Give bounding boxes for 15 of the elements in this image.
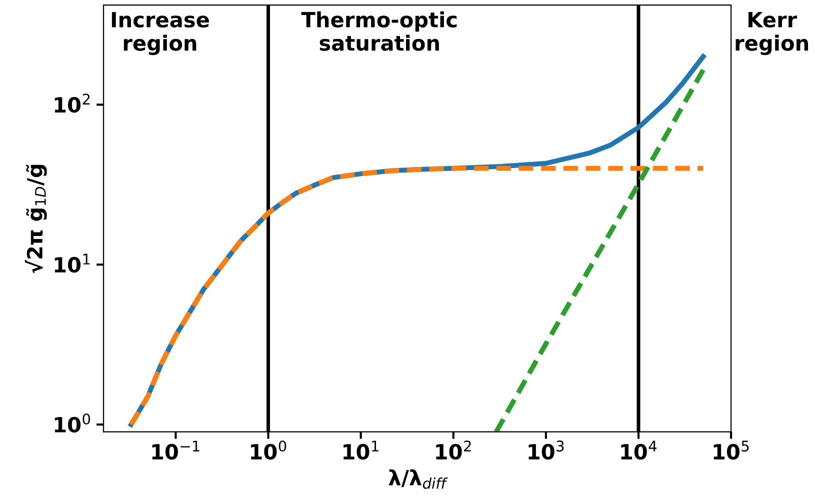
annotation: Thermo-optic saturation: [301, 11, 457, 51]
y-tick-label: 10$^{1}$: [54, 254, 90, 273]
y-axis-title: √2π g̃$_{1D}$/g̃: [24, 164, 47, 274]
x-axis-title: λ/λ$_{diff}$: [388, 469, 448, 489]
x-tick-label: 10$^{5}$: [714, 440, 749, 460]
x-tick-label: 10$^{0}$: [251, 440, 286, 460]
text: Kerr region: [736, 12, 808, 56]
x-tick-label: 10$^{3}$: [528, 440, 564, 460]
x-tick-label: 10$^{2}$: [436, 440, 471, 460]
y-tick-label: 10$^{2}$: [54, 94, 90, 113]
y-tick-label: 10$^{0}$: [54, 414, 90, 433]
x-tick-label: 10$^{−1}$: [152, 440, 200, 460]
x-tick-label: 10$^{4}$: [621, 440, 657, 460]
annotation: Increase region: [112, 12, 209, 56]
x-tick-label: 10$^{1}$: [344, 440, 378, 460]
